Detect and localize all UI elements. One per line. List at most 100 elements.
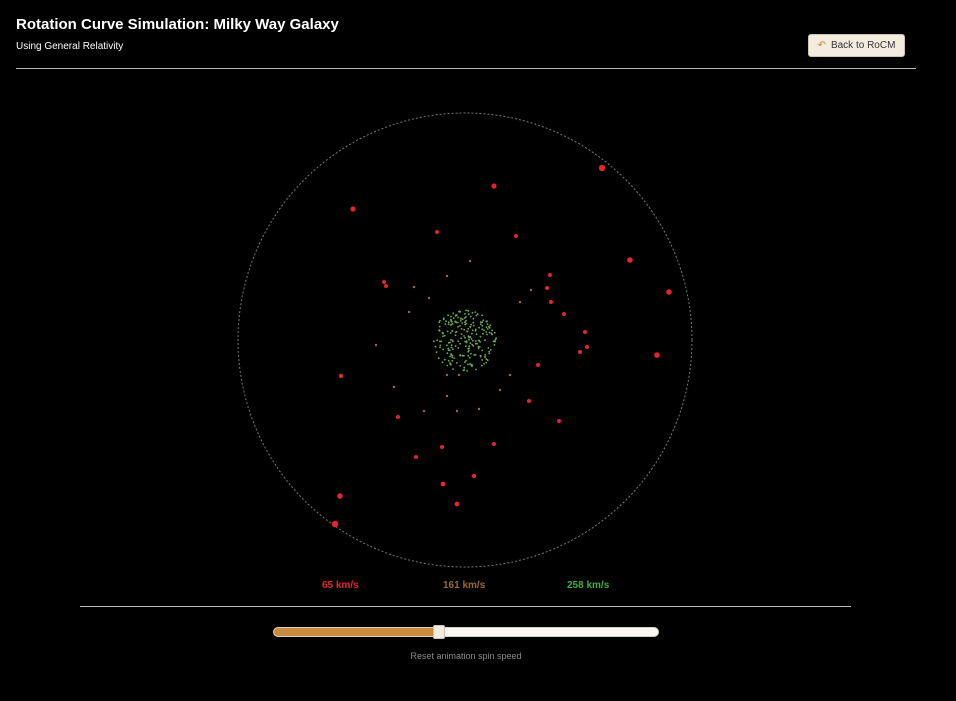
core-star — [478, 326, 480, 329]
core-star — [461, 318, 464, 321]
core-star — [485, 358, 488, 361]
middle-star — [477, 407, 481, 411]
core-star — [488, 350, 491, 353]
core-star — [460, 337, 462, 340]
core-star — [468, 345, 471, 347]
core-star — [455, 321, 458, 324]
core-star — [468, 349, 470, 352]
core-star — [469, 315, 472, 318]
core-star — [485, 361, 488, 364]
core-star — [447, 314, 449, 317]
outer-star — [396, 415, 400, 419]
core-star — [471, 332, 473, 335]
core-star — [460, 328, 463, 330]
core-star — [483, 363, 485, 365]
core-star — [488, 352, 491, 355]
core-star — [455, 362, 458, 364]
core-star — [442, 332, 444, 335]
slider-label: Reset animation spin speed — [410, 651, 522, 661]
core-star — [459, 320, 462, 322]
core-star — [486, 323, 489, 326]
core-star — [481, 364, 483, 367]
back-to-rocm-button[interactable]: ↶ Back to RoCM — [808, 34, 905, 57]
core-star — [479, 323, 482, 325]
outer-star — [666, 289, 672, 295]
middle-star — [407, 310, 411, 314]
core-star — [468, 338, 470, 341]
core-star — [467, 363, 469, 366]
core-star — [450, 318, 452, 321]
outer-star — [562, 312, 566, 316]
core-star — [451, 354, 454, 357]
core-star — [452, 317, 455, 319]
core-star — [436, 339, 439, 342]
core-star — [465, 319, 467, 322]
outer-star — [598, 164, 606, 172]
core-star — [467, 313, 470, 315]
outer-star — [454, 501, 460, 507]
core-star — [479, 335, 482, 338]
core-star — [440, 340, 443, 343]
core-star — [455, 314, 457, 317]
core-star — [435, 351, 438, 354]
core-star — [467, 354, 470, 357]
core-star — [464, 313, 466, 315]
middle-star — [445, 394, 449, 398]
middle-star — [427, 296, 431, 300]
core-star — [447, 359, 450, 362]
core-star — [439, 346, 441, 349]
page-subtitle: Using General Relativity — [16, 41, 124, 52]
core-star — [458, 310, 461, 313]
galaxy-simulation-canvas — [237, 112, 693, 568]
core-star — [451, 322, 454, 325]
core-star — [452, 312, 455, 315]
core-star — [441, 361, 444, 363]
core-star — [481, 321, 484, 324]
core-star — [451, 330, 454, 332]
middle-star — [422, 409, 426, 413]
core-star — [452, 368, 454, 370]
core-star — [486, 359, 489, 362]
core-star — [434, 345, 437, 348]
core-star — [446, 330, 449, 333]
core-star — [463, 317, 466, 319]
core-star — [476, 342, 478, 345]
outer-star — [414, 455, 418, 459]
core-star — [465, 341, 468, 344]
core-star — [457, 326, 459, 328]
core-star — [494, 338, 497, 341]
outer-star — [337, 493, 343, 499]
legend-speed-low: 65 km/s — [322, 580, 359, 591]
core-star — [477, 347, 480, 350]
core-star — [464, 336, 466, 339]
middle-star — [518, 300, 522, 304]
core-star — [449, 324, 452, 326]
core-star — [490, 332, 493, 335]
core-star — [471, 363, 473, 366]
core-star — [460, 333, 463, 335]
core-star — [464, 321, 466, 324]
core-star — [442, 318, 445, 321]
core-star — [486, 328, 489, 330]
outer-star — [536, 363, 540, 367]
core-star — [463, 335, 465, 337]
core-star — [469, 326, 471, 328]
core-star — [481, 328, 484, 331]
middle-star — [508, 373, 512, 377]
spin-speed-slider[interactable] — [273, 625, 659, 639]
core-star — [489, 349, 492, 351]
core-star — [462, 369, 465, 372]
core-star — [433, 340, 435, 343]
core-star — [478, 346, 481, 348]
core-star — [464, 361, 466, 363]
core-star — [467, 347, 470, 350]
middle-star — [412, 285, 416, 289]
core-star — [450, 346, 453, 349]
core-star — [454, 345, 457, 347]
slider-handle[interactable] — [433, 625, 446, 639]
core-star — [474, 311, 477, 313]
core-star — [475, 314, 478, 317]
core-star — [439, 320, 441, 322]
middle-star — [445, 274, 449, 278]
core-star — [438, 321, 441, 324]
